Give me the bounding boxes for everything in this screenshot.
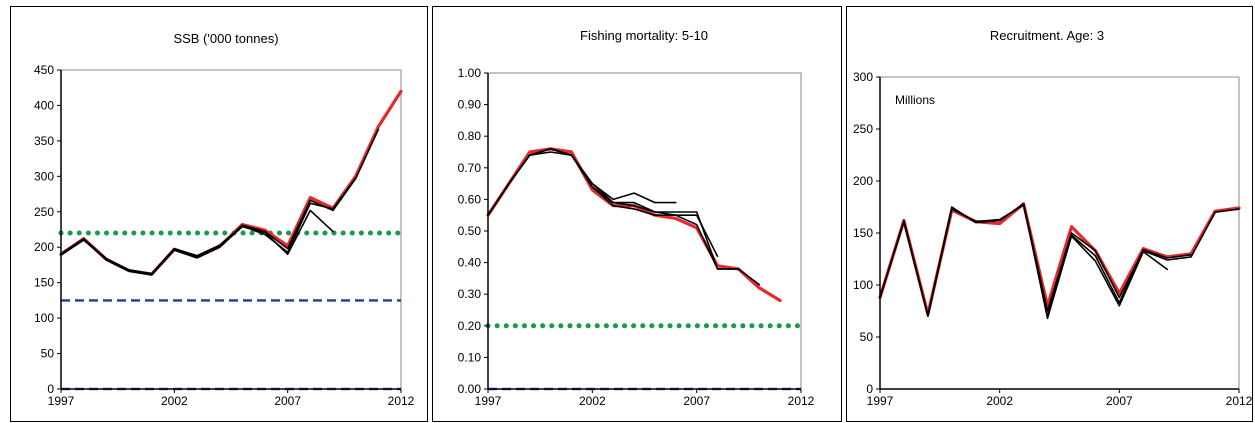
y-tick-label: 250	[34, 205, 54, 219]
series-line-black	[487, 148, 761, 286]
x-tick-label: 1997	[48, 394, 75, 408]
y-tick-label: 0.10	[458, 350, 482, 364]
ssb-chart-panel: SSB ('000 tonnes) 0 50 100 150 200 250 300 350 4…	[10, 6, 428, 422]
y-tick-label: 0	[866, 382, 873, 396]
chart-title: Recruitment. Age: 3	[990, 28, 1104, 43]
y-tick-label: 300	[34, 169, 54, 183]
x-tick-label: 1997	[475, 394, 502, 408]
x-tick-label: 2002	[579, 394, 606, 408]
x-tick-label: 2007	[274, 394, 301, 408]
y-tick-label: 400	[34, 98, 54, 112]
y-tick-label: 0.70	[458, 161, 482, 175]
y-tick-label: 0.40	[458, 256, 482, 270]
series-line-black	[879, 203, 1240, 317]
x-tick-label: 2007	[1106, 394, 1133, 408]
series-line-red	[486, 147, 782, 303]
x-tick-label: 2007	[683, 394, 710, 408]
ssb-chart: SSB ('000 tonnes) 0 50 100 150 200 250 300 350 4…	[34, 31, 415, 408]
series-line-red	[878, 202, 1241, 316]
series-line-black	[487, 148, 740, 270]
x-tick-label: 1997	[867, 394, 894, 408]
y-tick-label: 100	[853, 278, 873, 292]
x-tick-label: 2012	[1226, 394, 1253, 408]
y-tick-label: 300	[853, 70, 873, 84]
series-line-black	[487, 151, 677, 216]
series-line-black	[60, 128, 380, 276]
y-tick-label: 50	[41, 347, 55, 361]
series-line-red	[59, 89, 403, 276]
plot-frame	[487, 72, 802, 390]
y-tick-label: 200	[853, 174, 873, 188]
series-line-black	[60, 209, 334, 276]
y-tick-label: 150	[34, 276, 54, 290]
series-line-black	[879, 203, 1169, 320]
y-tick-label: 450	[34, 63, 54, 77]
y-tick-label: 0.00	[458, 382, 482, 396]
x-tick-label: 2002	[161, 394, 188, 408]
recruitment-chart: Recruitment. Age: 3 Millions 0 50 100 150 20…	[853, 28, 1253, 408]
y-tick-label: 350	[34, 134, 54, 148]
ssb-plot-area: 0 50 100 150 200 250 300 350 400 450 1997 2002 2007 2…	[34, 63, 415, 408]
y-tick-label: 100	[34, 311, 54, 325]
y-tick-label: 200	[34, 240, 54, 254]
y-tick-label: 250	[853, 122, 873, 136]
y-tick-label: 1.00	[458, 66, 482, 80]
y-tick-label: 0.80	[458, 129, 482, 143]
chart-title: Fishing mortality: 5-10	[580, 28, 708, 43]
fishing-mortality-chart-panel: Fishing mortality: 5-10 0.00 0.10 0.20 0.30…	[432, 6, 842, 422]
fishing-mortality-plot-area: 0.00 0.10 0.20 0.30 0.40 0.50 0.60 0.70 0.80 0.90…	[458, 66, 815, 408]
y-tick-label: 0	[47, 382, 54, 396]
y-tick-label: 0.50	[458, 224, 482, 238]
recruitment-plot-area: 0 50 100 150 200 250 300 1997 2002 2007 2012	[853, 70, 1253, 408]
x-tick-label: 2012	[388, 394, 415, 408]
y-tick-label: 150	[853, 226, 873, 240]
y-tick-label: 50	[860, 330, 874, 344]
x-tick-label: 2012	[788, 394, 815, 408]
x-tick-label: 2002	[986, 394, 1013, 408]
chart-title: SSB ('000 tonnes)	[173, 31, 278, 46]
fishing-mortality-chart: Fishing mortality: 5-10 0.00 0.10 0.20 0.30…	[458, 28, 815, 408]
units-annotation: Millions	[895, 93, 935, 107]
recruitment-chart-panel: Recruitment. Age: 3 Millions 0 50 100 150 20…	[846, 6, 1253, 422]
y-tick-label: 0.30	[458, 287, 482, 301]
y-tick-label: 0.60	[458, 192, 482, 206]
y-tick-label: 0.90	[458, 98, 482, 112]
y-tick-label: 0.20	[458, 319, 482, 333]
